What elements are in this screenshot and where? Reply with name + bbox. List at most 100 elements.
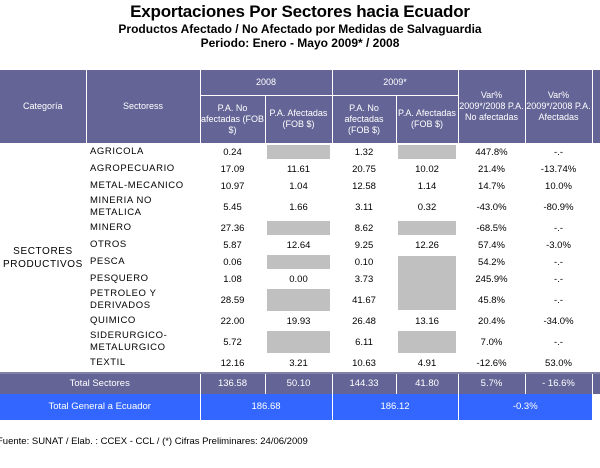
- row-edge: [592, 313, 600, 330]
- value-af-2008: 1.66: [289, 201, 308, 213]
- value-var-no: 14.7%: [478, 180, 505, 192]
- value-var-af: -34.0%: [543, 315, 574, 327]
- sector-name: PETROLEO Y DERIVADOS: [90, 288, 157, 311]
- value-no-2009: 20.75: [352, 163, 376, 175]
- total-af-2009: 41.80: [396, 371, 459, 394]
- row-edge: [592, 178, 600, 195]
- sector-name: SIDERURGICO-METALURGICO: [90, 330, 168, 353]
- value-var-af: 10.0%: [545, 180, 572, 192]
- value-var-af: -.-: [554, 336, 563, 348]
- table-row: METAL-MECANICO 10.97 1.04 12.58 1.14 14.7% 10.…: [0, 178, 600, 195]
- empty-cell-af-2008: [265, 288, 332, 313]
- total-af-2008: 50.10: [265, 371, 333, 394]
- table-row: MINERO 27.36 8.62 -68.5% -.-: [0, 220, 600, 237]
- gray-block: [267, 254, 330, 270]
- page-subtitle: Productos Afectado / No Afectado por Med…: [118, 22, 482, 36]
- empty-cell-af-2008: [265, 330, 332, 355]
- value-af-2009: 1.14: [417, 180, 437, 192]
- row-edge: [592, 254, 600, 271]
- table-row: SECTORES PRODUCTIVOS AGRICOLA 0.24 1.32 447…: [0, 143, 600, 270]
- col-header-categoria: Categoría: [0, 70, 87, 144]
- value-no-2008: 5.87: [223, 239, 242, 251]
- total-sectores-label: Total Sectores: [0, 371, 201, 394]
- source-note: Fuente: SUNAT / Elab. : CCEX - CCL / (*)…: [0, 436, 308, 447]
- total-general-label: Total General a Ecuador: [0, 393, 201, 420]
- value-no-2009: 12.58: [352, 180, 376, 192]
- value-var-af: -.-: [554, 273, 563, 285]
- total-sectores-row: Total Sectores 136.58 50.10 144.33 41.80…: [0, 371, 600, 394]
- gray-block: [398, 256, 456, 310]
- gray-block: [398, 144, 456, 160]
- row-edge: [592, 271, 600, 288]
- col-header-2008-afectadas: P.A. Afectadas (FOB $): [265, 95, 333, 144]
- sector-name: PESQUERO: [90, 273, 149, 284]
- sector-name: PESCA: [90, 256, 126, 267]
- value-var-af: -13.74%: [540, 163, 577, 175]
- total-var-no: 5.7%: [458, 371, 526, 394]
- value-var-af: -.-: [554, 294, 563, 306]
- value-no-2009: 10.63: [352, 357, 376, 369]
- sector-name: MINERIA NO METALICA: [90, 195, 152, 218]
- value-var-no: 57.4%: [478, 239, 505, 251]
- total-general-2008: 186.68: [200, 393, 333, 420]
- exports-table: Categoría Sectoress 2008 2009* Var% 2009…: [0, 70, 600, 420]
- table-row: OTROS 5.87 12.64 9.25 12.26 57.4% -3.0%: [0, 237, 600, 254]
- value-no-2009: 6.11: [355, 336, 373, 348]
- value-no-2009: 3.11: [355, 201, 373, 213]
- table-row: PETROLEO Y DERIVADOS 28.59 41.67 45.8% -.-: [0, 288, 600, 313]
- value-af-2009: 13.16: [415, 315, 439, 327]
- total-no-2008: 136.58: [200, 371, 266, 394]
- col-header-var-no-afectadas: Var% 2009*/2008 P.A. No afectadas: [458, 70, 526, 144]
- value-af-2009: 4.91: [417, 357, 437, 369]
- category-cell: SECTORES PRODUCTIVOS: [3, 245, 83, 270]
- empty-cell-af-2008: [265, 143, 332, 161]
- table-row: MINERIA NO METALICA 5.45 1.66 3.11 0.32 -43.0…: [0, 195, 600, 220]
- col-header-2009-no-afectadas: P.A. No afectadas (FOB $): [332, 95, 397, 144]
- value-af-2009: 10.02: [415, 163, 439, 175]
- total-var-af: - 16.6%: [525, 371, 593, 394]
- value-af-2008: 12.64: [286, 239, 311, 251]
- value-no-2009: 0.10: [354, 256, 374, 268]
- value-af-2008: 1.04: [289, 180, 308, 192]
- col-header-sectores: Sectoress: [86, 70, 201, 144]
- value-no-2008: 27.36: [220, 222, 245, 234]
- value-no-2009: 3.73: [354, 273, 374, 285]
- table-row: PESCA 0.06 0.10 54.2% -.-: [0, 254, 600, 310]
- row-edge: [592, 355, 600, 373]
- col-header-var-afectadas: Var% 2009*/2008 P.A. Afectadas: [525, 70, 593, 144]
- row-edge: [592, 288, 600, 313]
- value-af-2009: 0.32: [417, 201, 437, 213]
- sector-name: MINERO: [90, 222, 132, 233]
- table-row: QUIMICO 22.00 19.93 26.48 13.16 20.4% -34.0%: [0, 313, 600, 330]
- value-var-no: -12.6%: [476, 357, 507, 369]
- value-no-2008: 12.16: [220, 357, 245, 369]
- gray-block: [267, 144, 330, 160]
- value-var-no: 20.4%: [478, 315, 505, 327]
- value-no-2008: 0.06: [223, 256, 242, 268]
- row-edge: [592, 161, 600, 178]
- total-general-2009: 186.12: [332, 393, 459, 420]
- value-var-no: 7.0%: [480, 336, 503, 348]
- title-block: Exportaciones Por Sectores hacia Ecuador…: [0, 2, 600, 51]
- value-af-2008: 11.61: [286, 163, 311, 175]
- col-header-2008-no-afectadas: P.A. No afectadas (FOB $): [200, 95, 266, 144]
- value-var-af: -3.0%: [546, 239, 571, 251]
- empty-cell-af-2009: [396, 330, 458, 355]
- value-var-af: -80.9%: [543, 201, 574, 213]
- sector-name: AGRICOLA: [90, 146, 144, 157]
- total-no-2009: 144.33: [332, 371, 397, 394]
- table-row: AGROPECUARIO 17.09 11.61 20.75 10.02 21.4% -13…: [0, 161, 600, 178]
- sector-name: QUIMICO: [90, 315, 136, 326]
- value-no-2009: 26.48: [352, 315, 376, 327]
- empty-cell-af-2008: [265, 254, 332, 271]
- value-var-no: 21.4%: [478, 163, 505, 175]
- value-no-2009: 1.32: [354, 146, 374, 158]
- empty-cell-af-2008: [265, 220, 332, 237]
- table-row: SIDERURGICO-METALURGICO 5.72 6.11 7.0% -.-: [0, 330, 600, 355]
- value-no-2008: 22.00: [220, 315, 245, 327]
- sector-name: TEXTIL: [90, 357, 126, 368]
- value-no-2008: 17.09: [220, 163, 245, 175]
- total-edge: [592, 371, 600, 394]
- value-var-no: 245.9%: [475, 273, 508, 285]
- table-row: TEXTIL 12.16 3.21 10.63 4.91 -12.6% 53.0%: [0, 355, 600, 373]
